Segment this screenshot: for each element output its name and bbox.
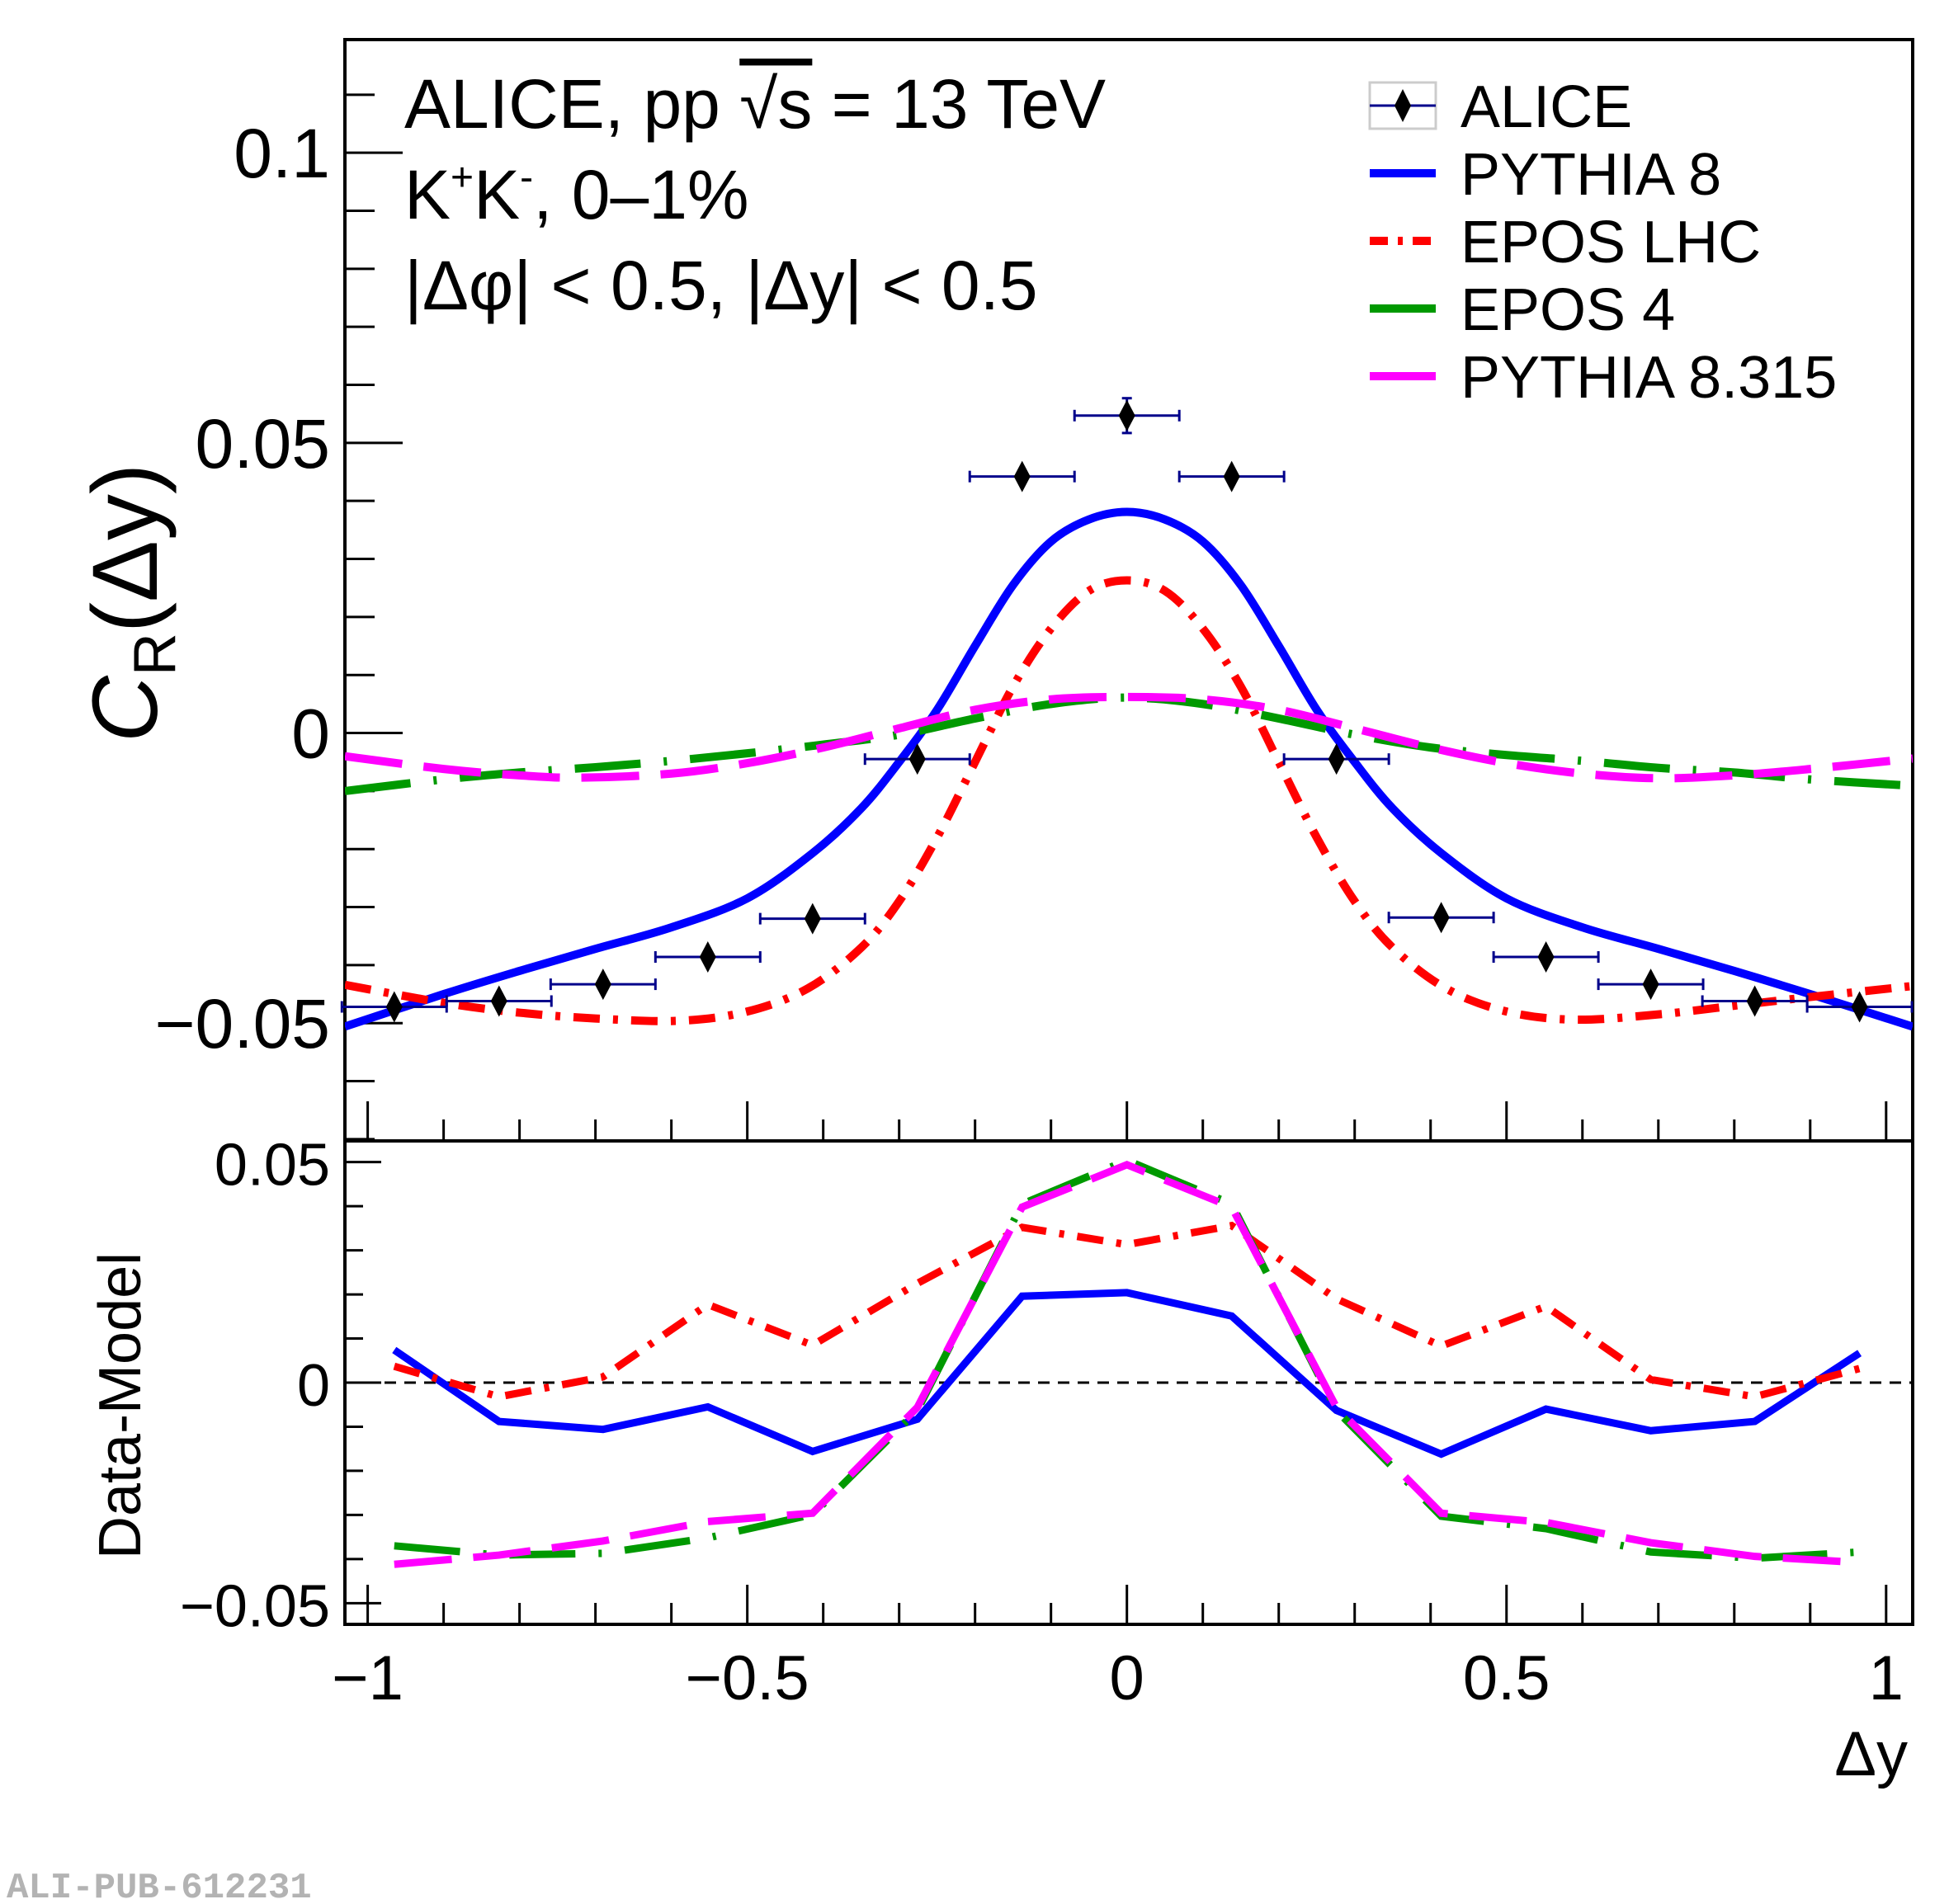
y-tick-label: 0.05 bbox=[196, 405, 331, 483]
alice-data-point bbox=[863, 743, 971, 775]
annotation-k1: K bbox=[404, 156, 451, 233]
ratio-pythia-8-315 bbox=[394, 1161, 1860, 1568]
alice-data-point bbox=[1597, 968, 1705, 1001]
y-title-sub: R bbox=[122, 633, 188, 676]
ratio-pythia-8 bbox=[392, 1289, 1862, 1459]
y-tick-label: 0.1 bbox=[234, 115, 330, 192]
diamond-icon bbox=[1395, 89, 1411, 122]
alice-data-point bbox=[1492, 941, 1600, 973]
svg-text:CR(Δy): CR(Δy) bbox=[73, 464, 188, 742]
annotation-line1-suffix: = 13 TeV bbox=[812, 65, 1106, 143]
alice-data-point bbox=[1177, 460, 1286, 492]
ratio-epos-4 bbox=[394, 1156, 1860, 1562]
alice-data-point bbox=[445, 985, 553, 1017]
diamond-marker bbox=[1746, 985, 1763, 1017]
alice-data-point bbox=[758, 903, 866, 935]
diamond-marker bbox=[1432, 902, 1450, 934]
top-panel-ticks bbox=[345, 93, 1888, 1141]
diamond-marker bbox=[908, 743, 926, 775]
diamond-marker bbox=[1013, 460, 1031, 492]
alice-data-point bbox=[1805, 991, 1914, 1023]
legend-label: ALICE bbox=[1461, 74, 1632, 140]
svg-text:K+K-, 0–1%: K+K-, 0–1% bbox=[404, 156, 749, 233]
ratio-epos-lhc bbox=[393, 1221, 1861, 1401]
diamond-marker bbox=[594, 968, 611, 1001]
y-tick-label: 0 bbox=[297, 1353, 330, 1419]
bottom-y-axis-title: Data-Model bbox=[87, 1252, 153, 1559]
diamond-marker bbox=[385, 991, 403, 1023]
alice-data-point bbox=[1073, 397, 1181, 435]
bottom-y-tick-labels: −0.05 0 0.05 bbox=[180, 1133, 330, 1640]
y-tick-label: 0 bbox=[291, 695, 330, 773]
x-axis-title: Δy bbox=[1834, 1719, 1908, 1789]
x-tick-label: −1 bbox=[332, 1643, 403, 1713]
top-y-axis-title: CR(Δy) bbox=[73, 464, 188, 742]
y-title-rest: (Δy) bbox=[73, 464, 177, 633]
legend-item-epos-lhc: EPOS LHC bbox=[1370, 210, 1761, 276]
diamond-marker bbox=[1223, 460, 1240, 492]
diamond-marker bbox=[699, 941, 716, 973]
annotation-line3: |Δφ| < 0.5, |Δy| < 0.5 bbox=[404, 247, 1038, 324]
legend-item-alice: ALICE bbox=[1368, 74, 1632, 140]
legend-label: EPOS LHC bbox=[1461, 210, 1761, 276]
x-tick-label: 0.5 bbox=[1463, 1643, 1550, 1713]
bottom-panel-curves bbox=[392, 1156, 1862, 1568]
svg-text:ALICE, pp √s = 13 TeV: ALICE, pp √s = 13 TeV bbox=[404, 65, 1106, 143]
legend-label: EPOS 4 bbox=[1461, 277, 1675, 343]
y-tick-label: −0.05 bbox=[180, 1573, 330, 1639]
curve-epos-4 bbox=[345, 693, 1913, 795]
diamond-marker bbox=[804, 903, 821, 935]
top-y-tick-labels: −0.05 0 0.05 0.1 bbox=[154, 115, 330, 1063]
alice-data-point bbox=[340, 991, 448, 1023]
y-title-c: C bbox=[73, 675, 177, 742]
x-tick-labels: −1 −0.5 0 0.5 1 bbox=[332, 1643, 1904, 1713]
annotation-block: ALICE, pp √s = 13 TeV K+K-, 0–1% |Δφ| < … bbox=[404, 65, 1106, 324]
annotation-line2-rest: , 0–1% bbox=[533, 156, 749, 233]
alice-data-point bbox=[1387, 902, 1495, 934]
y-tick-label: −0.05 bbox=[154, 985, 330, 1063]
diamond-marker bbox=[1642, 968, 1659, 1001]
bottom-panel-ticks bbox=[345, 1161, 1888, 1624]
alice-data-point bbox=[654, 941, 762, 973]
alice-data-point bbox=[1282, 743, 1390, 775]
top-panel-curves bbox=[345, 507, 1913, 1031]
x-tick-label: 1 bbox=[1869, 1643, 1904, 1713]
alice-data-points bbox=[340, 397, 1914, 1023]
x-tick-label: 0 bbox=[1110, 1643, 1144, 1713]
annotation-minus: - bbox=[520, 156, 533, 200]
diamond-marker bbox=[1537, 941, 1555, 973]
alice-data-point bbox=[549, 968, 657, 1001]
alice-data-point bbox=[1701, 985, 1809, 1017]
publication-id: ALI-PUB-612231 bbox=[7, 1868, 312, 1904]
diamond-marker bbox=[490, 985, 507, 1017]
legend-item-pythia-8-315: PYTHIA 8.315 bbox=[1370, 345, 1837, 411]
y-tick-label: 0.05 bbox=[215, 1133, 330, 1199]
diamond-marker bbox=[1118, 399, 1135, 431]
curve-pythia-8 bbox=[345, 507, 1913, 1031]
legend-item-pythia-8: PYTHIA 8 bbox=[1370, 142, 1721, 208]
annotation-plus: + bbox=[451, 156, 474, 200]
annotation-k2: K bbox=[474, 156, 520, 233]
diamond-marker bbox=[1328, 743, 1345, 775]
annotation-line1-sqrt: √s bbox=[739, 65, 812, 143]
x-tick-label: −0.5 bbox=[686, 1643, 809, 1713]
legend-label: PYTHIA 8 bbox=[1461, 142, 1721, 208]
alice-data-point bbox=[968, 460, 1076, 492]
legend-item-epos-4: EPOS 4 bbox=[1370, 277, 1675, 343]
curve-epos-lhc bbox=[345, 576, 1913, 1025]
curve-pythia-8-315 bbox=[345, 692, 1913, 783]
diamond-marker bbox=[1851, 991, 1868, 1023]
annotation-line1-prefix: ALICE, pp bbox=[404, 65, 720, 143]
legend-label: PYTHIA 8.315 bbox=[1461, 345, 1837, 411]
